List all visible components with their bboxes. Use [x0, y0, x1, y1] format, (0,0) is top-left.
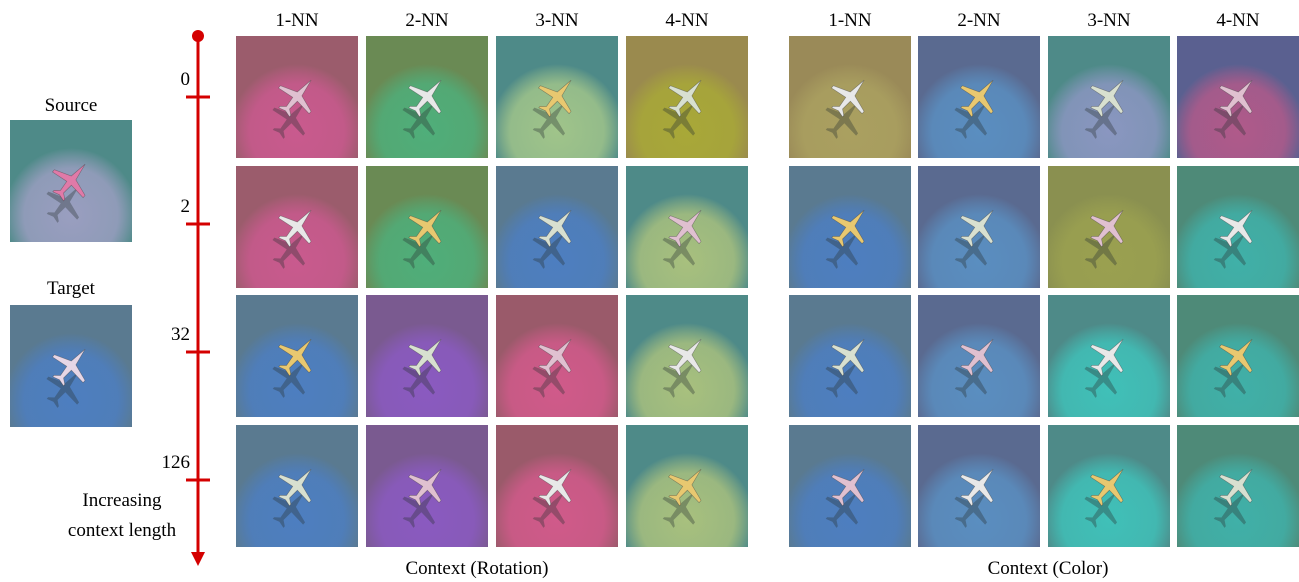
image-tile — [789, 36, 911, 158]
image-tile — [496, 166, 618, 288]
image-tile — [366, 425, 488, 547]
image-tile — [10, 120, 132, 242]
source-label: Source — [45, 95, 98, 116]
column-header: 3-NN — [535, 10, 579, 31]
image-tile — [236, 425, 358, 547]
axis-start-dot — [192, 30, 204, 42]
target-label: Target — [47, 278, 96, 299]
image-tile — [626, 295, 748, 417]
image-tile — [496, 295, 618, 417]
column-header: 4-NN — [1216, 10, 1260, 31]
image-tile — [366, 295, 488, 417]
column-header: 1-NN — [828, 10, 872, 31]
image-tile — [1177, 166, 1299, 288]
image-tile — [789, 425, 911, 547]
column-header: 3-NN — [1087, 10, 1131, 31]
image-tile — [918, 166, 1040, 288]
image-tile — [1048, 295, 1170, 417]
column-header: 4-NN — [665, 10, 709, 31]
image-tile — [1048, 36, 1170, 158]
column-header: 2-NN — [405, 10, 449, 31]
image-tile — [626, 425, 748, 547]
image-tile — [236, 166, 358, 288]
image-tile — [366, 166, 488, 288]
axis-tick-label: 32 — [171, 324, 190, 345]
image-tile — [626, 36, 748, 158]
image-tile — [496, 425, 618, 547]
column-header: 1-NN — [275, 10, 319, 31]
image-tile — [918, 425, 1040, 547]
panel-caption: Context (Rotation) — [405, 558, 548, 579]
image-tile — [1177, 295, 1299, 417]
image-tile — [10, 305, 132, 427]
image-tile — [366, 36, 488, 158]
axis-tick-label: 126 — [162, 452, 191, 473]
image-tile — [918, 295, 1040, 417]
image-tile — [789, 295, 911, 417]
axis-label: context length — [68, 520, 177, 541]
axis-label: Increasing — [82, 490, 162, 511]
image-tile — [496, 36, 618, 158]
column-header: 2-NN — [957, 10, 1001, 31]
image-tile — [789, 166, 911, 288]
image-tile — [1177, 425, 1299, 547]
axis-arrow — [191, 552, 205, 566]
figure: Source Target Increasing context length … — [0, 0, 1299, 582]
image-tile — [236, 36, 358, 158]
panel-caption: Context (Color) — [988, 558, 1109, 579]
image-tile — [626, 166, 748, 288]
image-tile — [1048, 166, 1170, 288]
image-tile — [1048, 425, 1170, 547]
axis-tick-label: 2 — [181, 196, 191, 217]
image-tile — [1177, 36, 1299, 158]
axis-tick-label: 0 — [181, 69, 191, 90]
image-tile — [918, 36, 1040, 158]
image-tile — [236, 295, 358, 417]
